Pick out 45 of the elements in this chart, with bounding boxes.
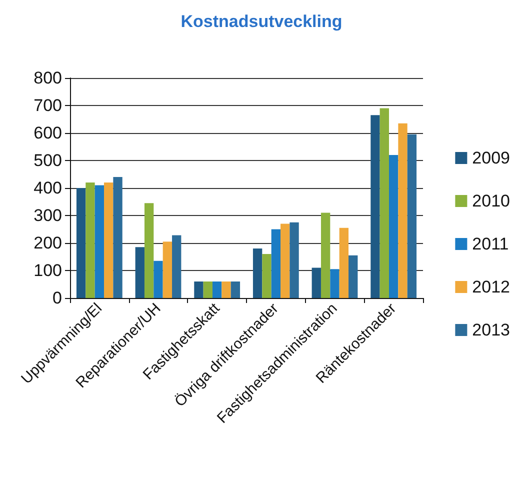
legend-label: 2011 xyxy=(472,234,509,254)
y-tick-label: 800 xyxy=(34,68,62,88)
y-tick-label: 400 xyxy=(34,178,62,198)
chart-title: Kostnadsutveckling xyxy=(180,12,342,31)
bar xyxy=(222,282,231,298)
bar xyxy=(262,254,272,298)
bar xyxy=(380,108,389,298)
bar xyxy=(113,177,122,298)
bar xyxy=(203,282,212,298)
bar xyxy=(339,228,349,298)
legend-label: 2012 xyxy=(472,278,510,296)
bar xyxy=(271,229,281,298)
bar xyxy=(370,115,380,298)
y-tick-label: 600 xyxy=(34,124,62,142)
y-tick-label: 0 xyxy=(52,288,62,308)
bar xyxy=(348,255,358,298)
bar xyxy=(104,182,114,298)
bar xyxy=(320,212,330,298)
bar xyxy=(194,282,204,298)
bar xyxy=(407,134,417,298)
bar xyxy=(230,282,240,298)
y-tick-label: 200 xyxy=(34,234,62,252)
bar xyxy=(86,182,95,298)
y-tick-label: 500 xyxy=(34,151,62,170)
bar xyxy=(252,248,262,298)
bar xyxy=(76,188,86,298)
bar xyxy=(388,155,398,298)
bar xyxy=(330,269,340,298)
bar xyxy=(280,224,290,298)
legend-label: 2013 xyxy=(472,320,510,340)
bar xyxy=(290,222,299,298)
bar xyxy=(135,247,144,298)
bar xyxy=(172,235,182,298)
legend-label: 2010 xyxy=(472,192,510,210)
y-tick-label: 100 xyxy=(34,261,62,280)
y-tick-label: 300 xyxy=(34,206,62,225)
bar xyxy=(94,185,104,298)
bar xyxy=(398,123,408,298)
legend-label: 2009 xyxy=(472,148,510,168)
bar xyxy=(162,242,172,298)
bar xyxy=(312,268,321,298)
bar xyxy=(212,282,222,298)
y-tick-label: 700 xyxy=(34,96,62,115)
bar xyxy=(154,260,163,298)
bar xyxy=(144,203,154,298)
